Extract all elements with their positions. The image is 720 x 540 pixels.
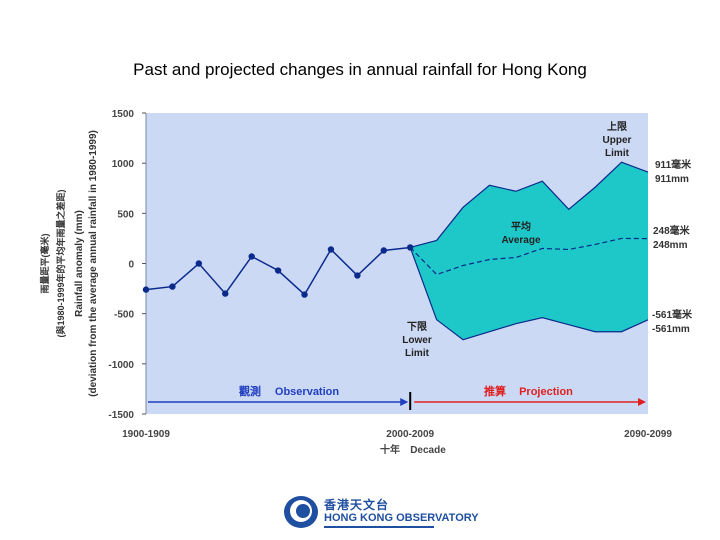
average-annotation-chinese: 平均 [511, 220, 531, 233]
upper-limit-line [410, 161, 649, 249]
observation-arrowhead [400, 398, 409, 406]
y-tick-label: 1500 [112, 109, 135, 120]
y-tick-label: -1500 [108, 410, 134, 421]
observation-point [327, 246, 335, 253]
upper-end-value-chinese: 911毫米 [655, 158, 692, 171]
upper-limit-annotation: Upper [603, 135, 632, 146]
lower-end-value-chinese: -561毫米 [652, 308, 693, 321]
observatory-logo: 香港天文台 HONG KONG OBSERVATORY [284, 494, 479, 530]
y-axis-label-sub: (deviation from the average annual rainf… [88, 130, 99, 397]
y-axis-label-chinese-sub: (與1980-1999年的平均年雨量之差距) [55, 189, 66, 337]
projection-arrowhead [638, 398, 646, 406]
observation-label-chinese: 觀測 [239, 384, 261, 398]
observation-point [142, 286, 150, 293]
y-tick-label: -1000 [108, 360, 134, 371]
y-tick-label: -500 [114, 310, 134, 321]
observation-point [222, 290, 229, 297]
upper-limit-annotation-2: Limit [605, 148, 630, 159]
upper-limit-annotation-chinese: 上限 [607, 120, 628, 133]
x-tick-label: 2000-2009 [386, 429, 434, 440]
average-end-value-chinese: 248毫米 [653, 224, 691, 237]
observation-point [248, 253, 255, 260]
observation-point [380, 247, 387, 254]
lower-limit-annotation-chinese: 下限 [407, 321, 428, 333]
projection-range-band [410, 162, 648, 340]
x-axis-label: Decade [410, 445, 446, 456]
observation-point [169, 283, 176, 290]
observation-point [195, 260, 203, 267]
average-line [409, 237, 649, 276]
logo-english-name: HONG KONG OBSERVATORY [324, 512, 479, 524]
lower-end-value: -561mm [652, 324, 690, 335]
observatory-logo-icon [284, 496, 318, 528]
x-tick-label: 2090-2099 [624, 429, 672, 440]
y-tick-label: 1000 [112, 159, 135, 170]
projection-label: Projection [519, 386, 573, 398]
x-axis-label-chinese: 十年 [380, 443, 400, 456]
observation-point [407, 244, 414, 251]
x-tick-label: 1900-1909 [122, 429, 170, 440]
y-axis-label-chinese: 雨量距平(毫米) [39, 234, 50, 294]
average-annotation: Average [501, 235, 541, 246]
upper-end-value: 911mm [655, 174, 689, 185]
page-title: Past and projected changes in annual rai… [133, 60, 587, 79]
lower-limit-annotation-2: Limit [405, 348, 430, 359]
logo-underline [324, 526, 434, 528]
logo-chinese-name: 香港天文台 [324, 498, 390, 512]
observation-label: Observation [275, 386, 339, 398]
y-tick-label: 500 [117, 209, 134, 220]
observation-point [274, 267, 282, 274]
y-tick-label: 0 [128, 260, 134, 271]
lower-limit-line [409, 247, 649, 341]
projection-label-chinese: 推算 [484, 384, 506, 398]
lower-limit-annotation: Lower [402, 335, 432, 346]
observation-point [354, 272, 361, 279]
average-end-value: 248mm [653, 240, 688, 251]
y-axis-label: Rainfall anomaly (mm) [74, 210, 85, 317]
observation-point [301, 291, 308, 298]
